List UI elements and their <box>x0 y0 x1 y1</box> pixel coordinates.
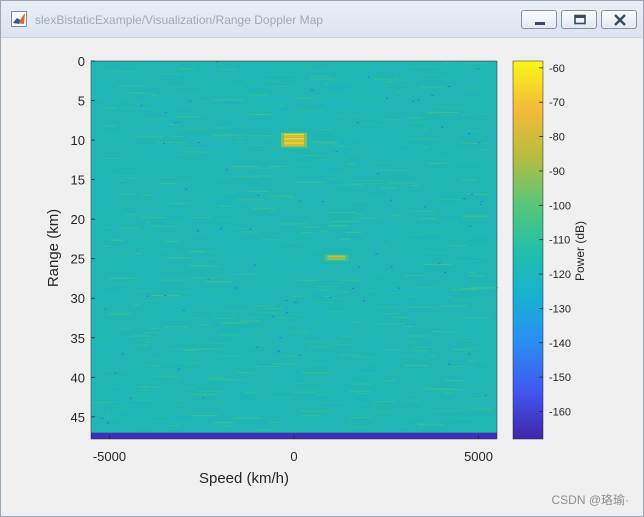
colorbar-tick-label: -60 <box>549 63 565 75</box>
close-button[interactable] <box>601 10 637 29</box>
y-tick-label: 10 <box>71 133 85 148</box>
y-tick-label: 40 <box>71 370 85 385</box>
x-tick-label: -5000 <box>93 449 126 464</box>
colorbar-tick-label: -100 <box>549 200 571 212</box>
colorbar-tick-label: -130 <box>549 303 571 315</box>
colorbar-tick-label: -120 <box>549 269 571 281</box>
axis-labels: Speed (km/h) Range (km) Power (dB) <box>45 209 587 487</box>
x-tick-label: 5000 <box>464 449 493 464</box>
maximize-button[interactable] <box>561 10 597 29</box>
y-tick-label: 25 <box>71 252 85 267</box>
colorbar-gradient <box>512 60 544 440</box>
y-tick-label: 5 <box>78 94 85 109</box>
minimize-button[interactable] <box>521 10 557 29</box>
colorbar-tick-label: -110 <box>549 235 570 247</box>
y-tick-label: 45 <box>71 410 85 425</box>
watermark: CSDN @珞瑜· <box>551 493 629 507</box>
x-tick-label: 0 <box>290 449 297 464</box>
y-tick-label: 15 <box>71 173 85 188</box>
close-icon <box>614 14 626 26</box>
colorbar: -60 -70 -80 -90 -100 -110 -120 -130 -140 -150 -160 <box>512 60 571 440</box>
heatmap-noise <box>91 61 499 432</box>
y-tick-label: 0 <box>78 54 85 69</box>
colorbar-tick-label: -70 <box>549 97 565 109</box>
colorbar-tick-label: -140 <box>549 338 571 350</box>
matlab-icon <box>11 11 27 27</box>
maximize-icon <box>574 14 586 25</box>
window-title: slexBistaticExample/Visualization/Range … <box>35 13 323 27</box>
y-tick-label: 20 <box>71 212 85 227</box>
target-2 <box>324 254 349 262</box>
plot-area: -5000 0 5000 0 5 10 15 20 25 30 35 40 45 <box>71 54 499 464</box>
target-1 <box>281 132 307 148</box>
title-bar[interactable]: slexBistaticExample/Visualization/Range … <box>1 1 643 38</box>
minimize-icon <box>535 22 545 25</box>
x-axis-label: Speed (km/h) <box>199 470 289 487</box>
colorbar-tick-label: -80 <box>549 132 565 144</box>
colorbar-tick-label: -90 <box>549 166 565 178</box>
figure-canvas: -5000 0 5000 0 5 10 15 20 25 30 35 40 45 -60 -70 -80 -9… <box>6 38 638 510</box>
y-tick-label: 30 <box>71 291 85 306</box>
colorbar-tick-label: -150 <box>549 372 571 384</box>
y-axis-label: Range (km) <box>45 209 62 287</box>
range-doppler-chart: -5000 0 5000 0 5 10 15 20 25 30 35 40 45 -60 -70 -80 -9… <box>45 54 587 487</box>
y-tick-label: 35 <box>71 331 85 346</box>
colorbar-label: Power (dB) <box>573 221 587 281</box>
colorbar-tick-label: -160 <box>549 407 571 419</box>
